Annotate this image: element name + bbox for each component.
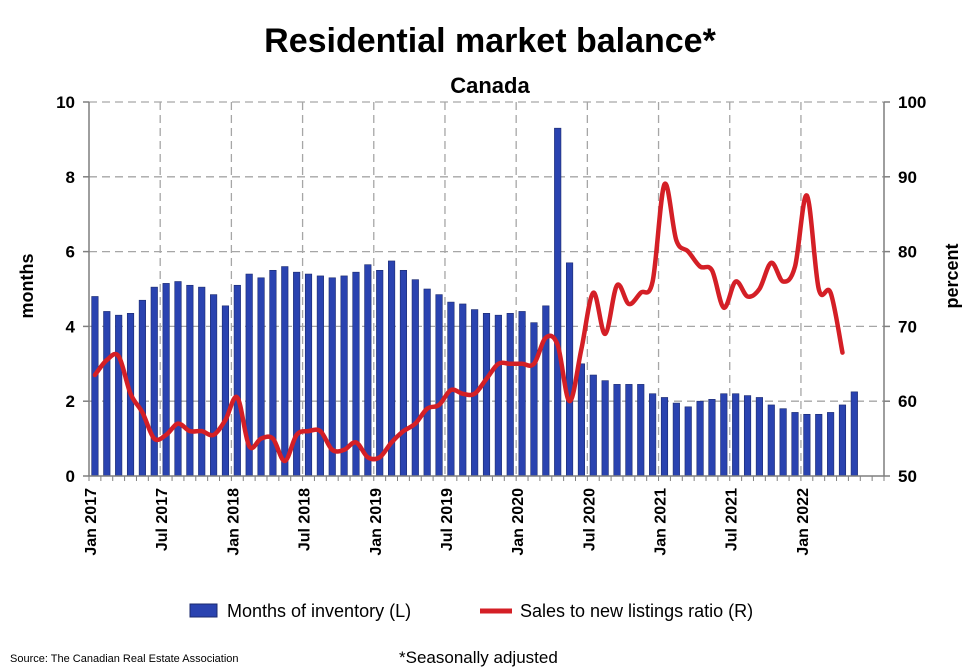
chart-title: Residential market balance*	[264, 22, 716, 60]
inventory-bar	[649, 393, 657, 477]
inventory-bar	[838, 404, 847, 477]
inventory-bar	[494, 314, 502, 477]
inventory-bar	[743, 395, 752, 477]
inventory-bar	[684, 406, 692, 477]
y-right-tick-label: 60	[898, 392, 917, 411]
inventory-bar	[554, 127, 562, 477]
legend: Months of inventory (L) Sales to new lis…	[189, 601, 753, 621]
x-tick-label: Jul 2017	[154, 488, 171, 551]
y-axis-right-ticks: 50 60 70 80 90 100	[884, 93, 926, 486]
inventory-bar	[589, 374, 597, 477]
inventory-bar	[506, 313, 514, 477]
y-right-tick-label: 100	[898, 93, 926, 112]
inventory-bar	[304, 273, 313, 477]
inventory-bar	[660, 397, 669, 477]
inventory-bar	[316, 275, 324, 477]
legend-bar-label: Months of inventory (L)	[227, 601, 411, 621]
y-left-tick-label: 8	[66, 168, 75, 187]
inventory-bar	[601, 380, 609, 477]
legend-bar-swatch	[189, 603, 218, 618]
inventory-bar	[827, 412, 835, 477]
y-left-tick-label: 6	[66, 243, 75, 262]
inventory-bar	[565, 262, 574, 477]
inventory-bar	[198, 286, 206, 477]
y-axis-left-ticks: 0 2 4 6 8 10	[56, 93, 89, 486]
x-tick-label: Jul 2020	[581, 488, 598, 551]
sales-ratio-line	[92, 181, 845, 464]
inventory-bar	[720, 393, 728, 477]
y-right-tick-label: 90	[898, 168, 917, 187]
y-left-tick-label: 10	[56, 93, 75, 112]
source-note: Source: The Canadian Real Estate Associa…	[10, 653, 239, 665]
x-tick-label: Jul 2019	[439, 488, 456, 551]
inventory-bar	[767, 404, 775, 477]
inventory-bar	[162, 283, 170, 477]
inventory-bar	[732, 393, 740, 477]
inventory-bar	[91, 296, 99, 477]
inventory-bar	[779, 408, 787, 477]
x-tick-label: Jan 2018	[225, 488, 242, 556]
inventory-bar	[530, 322, 538, 477]
inventory-bar	[115, 314, 123, 477]
inventory-bar	[150, 286, 158, 477]
inventory-bar	[174, 281, 182, 477]
y-left-tick-label: 0	[66, 467, 75, 486]
x-tick-label: Jan 2021	[653, 488, 670, 556]
chart-subtitle: Canada	[450, 73, 530, 98]
y-right-tick-label: 50	[898, 467, 917, 486]
inventory-bar	[708, 399, 716, 477]
inventory-bar	[103, 311, 111, 477]
bar-series	[91, 127, 858, 477]
inventory-bar	[186, 284, 194, 477]
x-tick-label: Jul 2018	[297, 488, 314, 551]
inventory-bar	[257, 277, 265, 477]
inventory-bar	[791, 412, 799, 477]
x-tick-label: Jan 2022	[795, 488, 812, 556]
inventory-bar	[399, 269, 408, 477]
inventory-bar	[803, 413, 811, 477]
x-tick-label: Jan 2020	[510, 488, 527, 556]
y-right-tick-label: 80	[898, 243, 917, 262]
inventory-bar	[518, 311, 526, 477]
inventory-bar	[138, 299, 146, 477]
inventory-bar	[364, 264, 372, 477]
x-axis-ticks: Jan 2017 Jul 2017 Jan 2018 Jul 2018 Jan 2019…	[83, 476, 885, 556]
y-right-tick-label: 70	[898, 317, 917, 336]
inventory-bar	[815, 413, 823, 477]
inventory-bar	[672, 402, 680, 477]
y-left-tick-label: 4	[66, 317, 76, 336]
x-tick-label: Jul 2021	[724, 488, 741, 551]
inventory-bar	[281, 266, 289, 477]
y-left-tick-label: 2	[66, 392, 75, 411]
inventory-bar	[613, 384, 621, 477]
legend-line-label: Sales to new listings ratio (R)	[520, 601, 753, 621]
inventory-bar	[542, 305, 550, 477]
inventory-bar	[696, 400, 704, 477]
inventory-bar	[435, 294, 443, 477]
x-tick-label: Jan 2019	[368, 488, 385, 556]
inventory-bar	[482, 313, 491, 477]
inventory-bar	[637, 384, 645, 477]
inventory-bar	[221, 305, 230, 477]
inventory-bar	[376, 269, 384, 477]
line-series	[92, 181, 845, 464]
inventory-bar	[459, 303, 467, 477]
inventory-bar	[577, 363, 585, 477]
axes	[88, 102, 885, 477]
inventory-bar	[233, 284, 241, 477]
inventory-bar	[850, 391, 858, 477]
inventory-bar	[755, 397, 763, 477]
inventory-bar	[210, 294, 218, 477]
inventory-bar	[625, 384, 633, 477]
y-axis-right-label: percent	[942, 243, 962, 308]
inventory-bar	[423, 288, 431, 477]
x-tick-label: Jan 2017	[83, 488, 100, 556]
seasonal-note: *Seasonally adjusted	[399, 648, 558, 667]
inventory-bar	[411, 279, 419, 477]
y-axis-left-label: months	[17, 254, 37, 319]
